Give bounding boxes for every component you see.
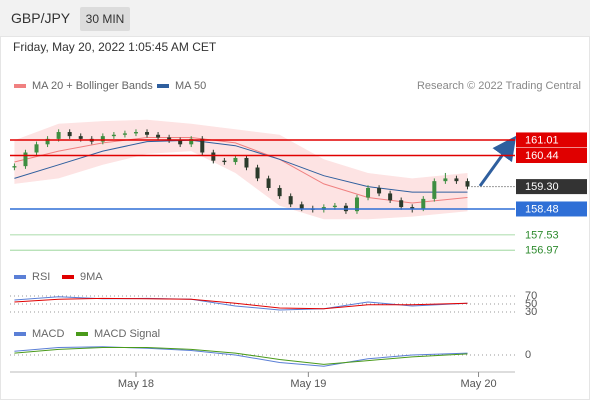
y-tick-label: 70 xyxy=(525,290,537,302)
candle-body xyxy=(122,133,127,135)
level-label: 157.53 xyxy=(525,229,559,241)
candle-body xyxy=(354,197,359,212)
indicator-line xyxy=(14,296,468,311)
legend-label: MA 20 + Bollinger Bands xyxy=(32,80,153,92)
level-box xyxy=(516,147,587,163)
legend-label: RSI xyxy=(32,271,50,283)
legend-swatch xyxy=(14,84,26,88)
symbol: GBP/JPY xyxy=(11,10,71,26)
candle-body xyxy=(34,144,39,153)
candle-body xyxy=(23,152,28,167)
candle-body xyxy=(233,157,238,163)
candle-body xyxy=(465,181,470,187)
candle-body xyxy=(377,187,382,194)
indicator-line xyxy=(14,347,468,365)
level-label: 159.30 xyxy=(525,181,559,193)
candle-body xyxy=(133,132,138,134)
candle-body xyxy=(266,178,271,188)
candle-body xyxy=(211,152,216,161)
interval[interactable]: 30 MIN xyxy=(80,7,130,31)
level-box xyxy=(516,201,587,217)
candle-body xyxy=(443,178,448,182)
level-label: 156.97 xyxy=(525,245,559,257)
legend-swatch xyxy=(62,275,74,279)
candle-body xyxy=(45,138,50,145)
header-bar: GBP/JPY 30 MIN xyxy=(0,0,590,36)
candle-body xyxy=(255,167,260,179)
candle-body xyxy=(421,198,426,209)
level-box xyxy=(516,179,587,195)
candle-body xyxy=(288,196,293,205)
x-tick-label: May 19 xyxy=(290,378,326,390)
candle-body xyxy=(200,138,205,153)
y-tick-label: 50 xyxy=(525,298,537,310)
level-label: 158.48 xyxy=(525,203,559,215)
x-tick-label: May 20 xyxy=(460,378,496,390)
indicator-line xyxy=(14,346,468,367)
candle-body xyxy=(410,207,415,209)
candle-body xyxy=(67,132,72,137)
moving-average xyxy=(14,137,468,204)
forecast-arrow xyxy=(478,135,517,187)
legend-label: MACD xyxy=(32,328,64,340)
legend-swatch xyxy=(14,275,26,279)
candle-body xyxy=(299,204,304,209)
candle-body xyxy=(189,138,194,145)
y-tick-label: 30 xyxy=(525,306,537,318)
credit: Research © 2022 Trading Central xyxy=(417,80,581,92)
x-tick-label: May 18 xyxy=(118,378,154,390)
candle-body xyxy=(454,178,459,182)
candle-body xyxy=(399,200,404,208)
candle-body xyxy=(167,137,172,141)
candle-body xyxy=(56,132,61,139)
level-box xyxy=(516,132,587,148)
y-tick-label: 0 xyxy=(525,349,531,361)
legend-label: 9MA xyxy=(80,271,103,283)
candle-body xyxy=(12,166,17,168)
candle-body xyxy=(432,181,437,199)
candle-body xyxy=(244,157,249,168)
candle-body xyxy=(332,205,337,208)
legend-swatch xyxy=(157,84,169,88)
legend-swatch xyxy=(14,332,26,336)
indicator-line xyxy=(14,297,468,310)
candle-body xyxy=(78,136,83,139)
bollinger-band xyxy=(14,119,468,220)
candle-body xyxy=(178,140,183,145)
candle-body xyxy=(100,136,105,142)
chart-date: Friday, May 20, 2022 1:05:45 AM CET xyxy=(13,40,217,54)
candle-body xyxy=(366,187,371,198)
candle-body xyxy=(156,134,161,138)
candle-body xyxy=(145,132,150,135)
candle-body xyxy=(277,187,282,197)
chart: Friday, May 20, 2022 1:05:45 AM CET Rese… xyxy=(0,36,590,400)
candle-body xyxy=(111,134,116,137)
legend-swatch xyxy=(76,332,88,336)
legend-label: MACD Signal xyxy=(94,328,160,340)
candle-body xyxy=(388,193,393,201)
level-label: 161.01 xyxy=(525,134,559,146)
level-label: 160.44 xyxy=(525,150,559,162)
legend-label: MA 50 xyxy=(175,80,206,92)
candle-body xyxy=(222,160,227,163)
